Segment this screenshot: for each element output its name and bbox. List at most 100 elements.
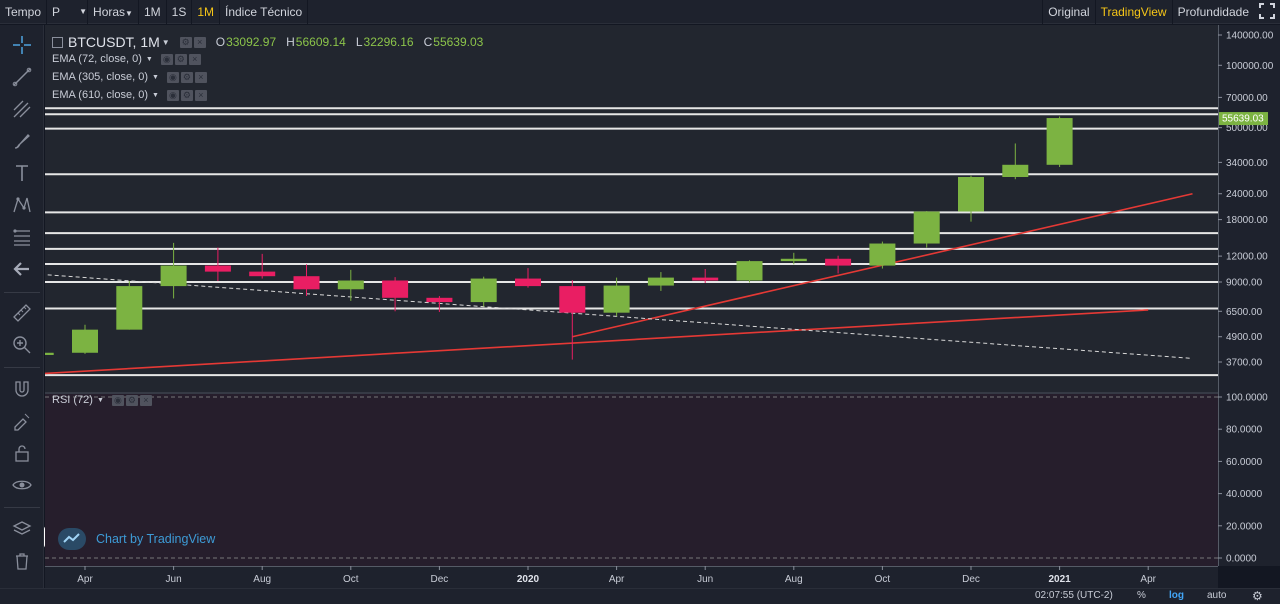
eye-icon[interactable]: ◉ <box>160 53 173 65</box>
text-tool-icon[interactable] <box>0 159 44 187</box>
candle-body <box>603 285 630 313</box>
candle-body <box>559 286 586 313</box>
chevron-down-icon: ▼ <box>79 6 88 16</box>
time-tick-label: Apr <box>609 574 625 585</box>
toolbar-divider <box>46 0 48 24</box>
rsi-tick-label: 0.0000 <box>1226 554 1257 565</box>
low-value: 32296.16 <box>363 35 414 49</box>
close-icon[interactable]: × <box>193 36 206 48</box>
settings-icon[interactable]: ⚙ <box>179 36 192 48</box>
zoom-in-icon[interactable] <box>0 331 44 359</box>
arrow-left-icon[interactable] <box>0 255 44 283</box>
candle-body <box>293 276 320 290</box>
ema-legend-item: EMA (610, close, 0) ▼ ◉ ⚙ × <box>52 89 207 101</box>
open-value: 33092.97 <box>226 35 277 49</box>
time-tick-label: Dec <box>431 574 449 585</box>
lock-icon[interactable] <box>0 439 44 467</box>
expand-icon[interactable] <box>1258 3 1276 21</box>
price-pane[interactable] <box>45 25 1218 393</box>
close-icon[interactable]: × <box>194 89 207 101</box>
close-icon[interactable]: × <box>139 394 152 406</box>
interval-select[interactable]: P ▼ <box>47 0 87 24</box>
low-label: L <box>355 35 363 49</box>
chevron-down-icon[interactable]: ▼ <box>96 396 104 404</box>
candle-body <box>160 265 187 287</box>
chevron-down-icon[interactable]: ▼ <box>152 91 159 99</box>
fib-retracement-icon[interactable] <box>0 223 44 251</box>
last-price-label: 55639.03 <box>1222 114 1264 125</box>
chevron-down-icon[interactable]: ▼ <box>145 55 153 63</box>
time-tick-label: Aug <box>253 574 271 585</box>
close-icon[interactable]: × <box>194 71 207 83</box>
interval-1m-button[interactable]: 1M <box>143 4 161 19</box>
candle-body <box>825 258 852 266</box>
pane-divider[interactable] <box>45 392 1218 394</box>
toolbar-divider <box>307 0 309 24</box>
hours-dropdown[interactable]: Horas▼ <box>88 0 138 24</box>
price-tick-label: 6500.00 <box>1226 307 1263 318</box>
lock-drawing-icon[interactable] <box>0 407 44 435</box>
interval-1mo-button[interactable]: 1M <box>197 4 214 19</box>
eye-icon[interactable]: ◉ <box>166 89 179 101</box>
indicator-actions: ◉ ⚙ × <box>166 71 207 83</box>
candle-body <box>736 261 763 281</box>
percent-scale-toggle[interactable]: % <box>1137 590 1146 601</box>
rsi-pane[interactable] <box>45 394 1218 566</box>
candle-body <box>249 271 276 277</box>
toolbar-divider <box>4 292 40 293</box>
interval-1s-button[interactable]: 1S <box>171 4 187 19</box>
tradingview-watermark[interactable]: Chart by TradingView <box>58 528 215 550</box>
crosshair-icon[interactable] <box>0 31 44 59</box>
settings-icon[interactable]: ⚙ <box>180 89 193 101</box>
candle-body <box>1046 118 1073 165</box>
time-axis[interactable] <box>45 566 1218 588</box>
magnet-icon[interactable] <box>0 375 44 403</box>
view-original-tab[interactable]: Original <box>1042 0 1094 24</box>
trend-line-icon[interactable] <box>0 63 44 91</box>
log-scale-toggle[interactable]: log <box>1169 590 1184 601</box>
pattern-icon[interactable] <box>0 191 44 219</box>
settings-icon[interactable]: ⚙ <box>125 394 138 406</box>
rsi-tick-label: 20.0000 <box>1226 521 1263 532</box>
time-tick-label: Oct <box>875 574 891 585</box>
eye-icon[interactable]: ◉ <box>166 71 179 83</box>
close-label: C <box>423 35 433 49</box>
toolbar-divider <box>191 0 193 24</box>
candle-body <box>958 177 984 212</box>
time-tick-label: 2020 <box>517 574 540 585</box>
auto-scale-toggle[interactable]: auto <box>1207 590 1227 601</box>
view-depth-tab[interactable]: Profundidade <box>1171 0 1254 24</box>
toolbar-divider <box>165 0 167 24</box>
ruler-icon[interactable] <box>0 299 44 327</box>
toolbar-divider <box>137 0 139 24</box>
toolbar-divider <box>4 507 40 508</box>
chart-layer: 140000.00 100000.00 70000.00 50000.00 34000.… <box>45 31 1274 585</box>
settings-icon[interactable]: ⚙ <box>180 71 193 83</box>
symbol-title[interactable]: BTCUSDT, 1M <box>68 34 160 50</box>
indicator-button[interactable]: Índice Técnico <box>225 4 303 19</box>
price-tick-label: 9000.00 <box>1226 277 1263 288</box>
view-tradingview-tab[interactable]: TradingView <box>1094 0 1172 24</box>
high-value: 56609.14 <box>295 35 346 49</box>
chevron-down-icon[interactable]: ▼ <box>152 73 159 81</box>
layers-icon[interactable] <box>0 515 44 543</box>
ema-label[interactable]: EMA (72, close, 0) <box>52 53 142 65</box>
ema-label[interactable]: EMA (610, close, 0) <box>52 89 148 101</box>
trend-line <box>45 274 1193 359</box>
trash-icon[interactable] <box>0 547 44 575</box>
eye-icon[interactable]: ◉ <box>111 394 124 406</box>
price-tick-label: 4900.00 <box>1226 332 1263 343</box>
rsi-label[interactable]: RSI (72) <box>52 394 93 406</box>
drawing-toolbar <box>0 25 44 604</box>
ema-label[interactable]: EMA (305, close, 0) <box>52 71 148 83</box>
brush-icon[interactable] <box>0 127 44 155</box>
eye-icon[interactable] <box>0 471 44 499</box>
candle-body <box>426 297 453 303</box>
chevron-down-icon[interactable]: ▼ <box>161 37 170 47</box>
settings-icon[interactable]: ⚙ <box>174 53 187 65</box>
view-switcher: Original TradingView Profundidade <box>1042 0 1254 24</box>
pitchfork-icon[interactable] <box>0 95 44 123</box>
candle-body <box>515 278 541 287</box>
close-icon[interactable]: × <box>188 53 201 65</box>
gear-icon[interactable]: ⚙ <box>1252 589 1263 603</box>
